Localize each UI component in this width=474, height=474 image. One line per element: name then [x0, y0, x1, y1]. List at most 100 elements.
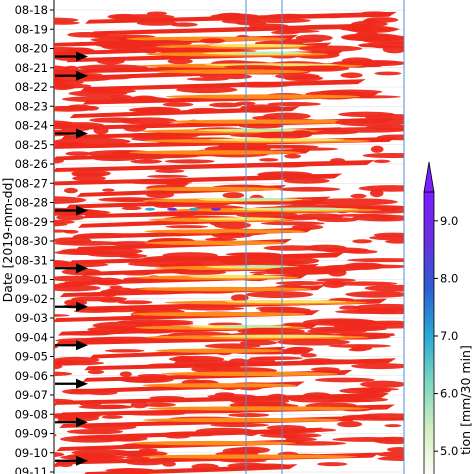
- colorbar-tick-label: 7.0: [440, 329, 458, 343]
- y-tick-label: 08-28: [15, 196, 48, 210]
- precip-cell: [54, 464, 61, 468]
- precip-cell: [162, 461, 176, 467]
- precip-cell: [65, 151, 92, 156]
- precip-cell: [248, 18, 311, 24]
- precip-cell: [117, 300, 153, 305]
- precip-core: [227, 197, 293, 201]
- precip-band: [54, 101, 322, 119]
- precip-core: [233, 265, 292, 268]
- colorbar-tick-label: 6.0: [440, 387, 458, 401]
- precip-cell: [165, 225, 208, 229]
- precip-band: [55, 326, 396, 346]
- date-arrow: [55, 417, 88, 428]
- precip-core: [141, 383, 297, 388]
- precip-cell: [330, 281, 398, 286]
- precip-cell: [199, 38, 225, 44]
- precip-cell: [54, 158, 65, 164]
- precip-cell: [252, 115, 277, 120]
- precip-cell: [61, 332, 114, 336]
- y-axis: 08-18 08-19 08-20 08-21 08-22 08-23 08-24 08-25…: [15, 3, 54, 474]
- precip-cell: [307, 328, 367, 334]
- precip-cell: [68, 90, 128, 97]
- precip-cell: [351, 363, 404, 370]
- precip-cell: [118, 117, 177, 125]
- y-tick-label: 09-08: [15, 407, 48, 421]
- precip-band: [54, 303, 404, 323]
- precip-cell: [265, 145, 315, 149]
- precip-cell: [364, 284, 404, 292]
- precip-cell: [315, 130, 359, 135]
- precip-core: [209, 334, 344, 338]
- date-arrows: [55, 51, 88, 466]
- y-tick-label: 09-11: [15, 465, 48, 474]
- precip-cell: [337, 421, 363, 428]
- y-tick-label: 09-02: [15, 292, 48, 306]
- precip-band: [54, 232, 404, 251]
- precip-cell: [153, 203, 177, 209]
- precip-cell: [295, 34, 333, 42]
- precip-cell: [117, 132, 200, 139]
- precip-cell: [54, 413, 91, 419]
- precip-cell: [54, 284, 84, 288]
- precip-cell: [54, 451, 65, 457]
- precip-cell: [56, 214, 85, 221]
- precip-cell: [285, 346, 314, 353]
- precip-cell: [340, 33, 401, 41]
- colorbar-extend-arrow: [423, 161, 435, 193]
- precip-core: [142, 417, 341, 423]
- precip-cell: [384, 424, 402, 428]
- precip-cell: [298, 45, 363, 52]
- precip-cell: [276, 186, 341, 192]
- precip-cell: [101, 435, 148, 442]
- precip-core: [144, 229, 305, 234]
- precip-cell: [340, 72, 363, 79]
- precip-band: [54, 456, 404, 474]
- precip-band: [54, 198, 404, 219]
- precip-peak: [189, 207, 199, 211]
- precip-cell: [335, 309, 398, 314]
- precip-core: [208, 43, 308, 48]
- precip-cell: [84, 76, 132, 80]
- precip-cell: [352, 214, 404, 222]
- precip-cell: [71, 449, 134, 456]
- precip-cell: [119, 371, 132, 378]
- precip-band: [54, 152, 404, 172]
- precip-cell: [213, 221, 252, 229]
- precip-cell: [54, 196, 87, 204]
- precip-cell: [228, 413, 270, 418]
- precip-cell: [54, 275, 104, 282]
- precip-cell: [230, 294, 249, 302]
- date-arrow: [55, 340, 88, 351]
- precip-cell: [211, 232, 253, 239]
- precip-cell: [144, 50, 157, 54]
- precip-cell: [191, 366, 219, 373]
- precip-band: [63, 178, 404, 198]
- precip-streak: [68, 252, 345, 265]
- precip-streak: [89, 23, 378, 36]
- precip-cell: [54, 17, 79, 23]
- date-arrow: [55, 263, 88, 274]
- precip-peak: [211, 207, 221, 211]
- precip-streak: [54, 173, 343, 186]
- precip-core: [137, 286, 312, 292]
- precip-cell: [122, 412, 185, 416]
- precip-cell: [164, 159, 215, 164]
- precip-cell: [362, 152, 404, 159]
- precip-cell: [117, 253, 148, 259]
- precip-core: [233, 51, 302, 55]
- y-tick-label: 08-25: [15, 138, 48, 152]
- precip-cell: [276, 29, 320, 33]
- precip-core: [188, 274, 286, 279]
- precip-core: [147, 406, 370, 411]
- precip-cell: [131, 155, 165, 160]
- precip-band: [62, 86, 401, 105]
- precip-cell: [54, 259, 72, 267]
- y-tick-label: 08-23: [15, 99, 48, 113]
- precip-band: [54, 17, 399, 36]
- precip-band: [54, 221, 325, 240]
- precip-band: [54, 278, 404, 298]
- precip-cell: [373, 159, 391, 164]
- precip-core: [155, 348, 284, 353]
- precip-cell: [382, 45, 404, 54]
- precip-cell: [350, 193, 367, 199]
